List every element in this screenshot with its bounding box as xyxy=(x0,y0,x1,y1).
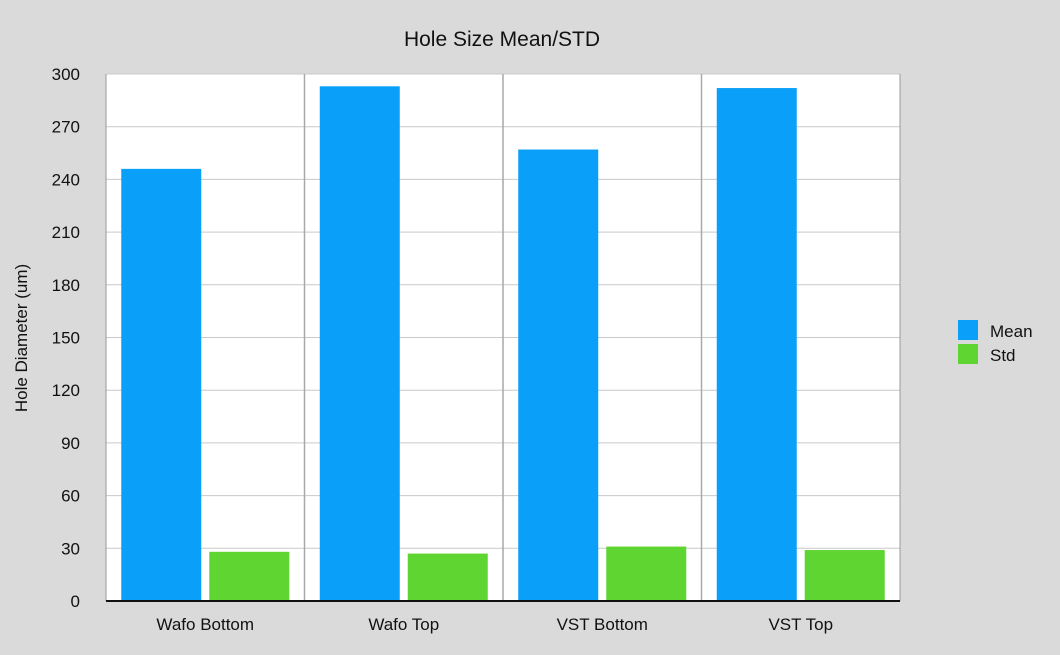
legend-label-mean: Mean xyxy=(990,322,1033,341)
legend-label-std: Std xyxy=(990,346,1016,365)
bar-std xyxy=(804,550,885,601)
bar-std xyxy=(209,551,290,601)
bar-mean xyxy=(121,168,202,602)
y-tick-label: 240 xyxy=(52,170,80,189)
x-tick-label: Wafo Top xyxy=(368,615,439,634)
x-axis-ticks: Wafo Bottom Wafo Top VST Bottom VST Top xyxy=(156,615,833,634)
y-tick-label: 30 xyxy=(61,539,80,558)
axes xyxy=(105,74,901,602)
x-tick-label: VST Bottom xyxy=(557,615,648,634)
y-tick-label: 300 xyxy=(52,65,80,84)
y-tick-label: 180 xyxy=(52,276,80,295)
bar-mean xyxy=(319,86,400,601)
chart-title: Hole Size Mean/STD xyxy=(404,28,600,51)
y-axis-label: Hole Diameter (um) xyxy=(12,264,31,412)
bar-mean xyxy=(716,88,797,601)
legend-swatch-mean xyxy=(958,320,978,340)
bar-mean xyxy=(518,149,599,601)
x-tick-label: VST Top xyxy=(768,615,833,634)
legend-swatch-std xyxy=(958,344,978,364)
bars xyxy=(121,86,885,602)
y-tick-label: 0 xyxy=(71,592,80,611)
legend: Mean Std xyxy=(958,320,1033,365)
y-axis-ticks: 0 30 60 90 120 150 180 210 240 270 300 xyxy=(52,65,80,611)
y-tick-label: 270 xyxy=(52,118,80,137)
x-tick-label: Wafo Bottom xyxy=(156,615,254,634)
gridlines xyxy=(106,73,900,601)
bar-std xyxy=(606,546,687,601)
y-tick-label: 210 xyxy=(52,223,80,242)
y-tick-label: 90 xyxy=(61,434,80,453)
bar-std xyxy=(407,553,488,601)
y-tick-label: 120 xyxy=(52,381,80,400)
y-tick-label: 60 xyxy=(61,487,80,506)
y-tick-label: 150 xyxy=(52,329,80,348)
